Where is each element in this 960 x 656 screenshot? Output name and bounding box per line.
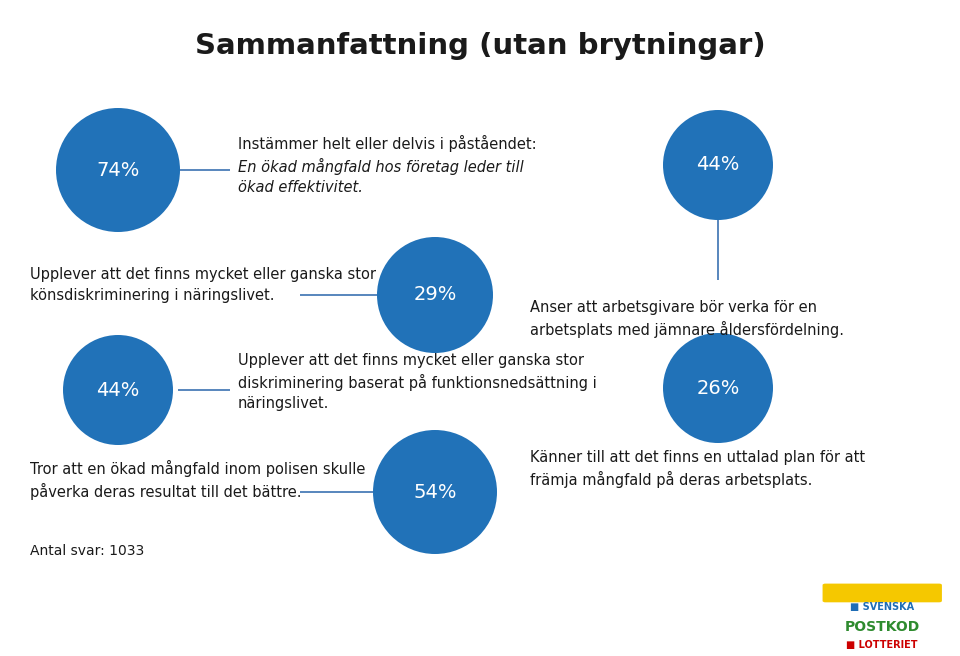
- Text: 26%: 26%: [696, 379, 740, 398]
- FancyBboxPatch shape: [823, 584, 942, 602]
- Text: 44%: 44%: [96, 380, 140, 400]
- Ellipse shape: [63, 335, 173, 445]
- Text: Antal svar: 1033: Antal svar: 1033: [30, 544, 144, 558]
- Text: POSTKOD: POSTKOD: [845, 620, 920, 634]
- Text: En ökad mångfald hos företag leder till
ökad effektivitet.: En ökad mångfald hos företag leder till …: [238, 158, 524, 195]
- Text: För en bättre värld: För en bättre värld: [24, 607, 305, 632]
- FancyBboxPatch shape: [805, 578, 959, 655]
- Text: 54%: 54%: [413, 483, 457, 501]
- Ellipse shape: [377, 237, 493, 353]
- Text: Anser att arbetsgivare bör verka för en
arbetsplats med jämnare åldersfördelning: Anser att arbetsgivare bör verka för en …: [530, 300, 844, 338]
- Text: 74%: 74%: [96, 161, 140, 180]
- Ellipse shape: [663, 333, 773, 443]
- Ellipse shape: [56, 108, 180, 232]
- Text: ■ SVENSKA: ■ SVENSKA: [851, 602, 914, 612]
- Text: Tror att en ökad mångfald inom polisen skulle
påverka deras resultat till det bä: Tror att en ökad mångfald inom polisen s…: [30, 460, 366, 500]
- Ellipse shape: [373, 430, 497, 554]
- Text: 44%: 44%: [696, 155, 740, 174]
- Text: 29%: 29%: [414, 285, 457, 304]
- Text: Sammanfattning (utan brytningar): Sammanfattning (utan brytningar): [195, 32, 765, 60]
- Text: Upplever att det finns mycket eller ganska stor
diskriminering baserat på funkti: Upplever att det finns mycket eller gans…: [238, 353, 597, 411]
- Text: ■ LOTTERIET: ■ LOTTERIET: [847, 640, 918, 649]
- Text: Instämmer helt eller delvis i påståendet:: Instämmer helt eller delvis i påståendet…: [238, 135, 537, 152]
- Text: Upplever att det finns mycket eller ganska stor
könsdiskriminering i näringslive: Upplever att det finns mycket eller gans…: [30, 267, 376, 302]
- Ellipse shape: [663, 110, 773, 220]
- Text: Känner till att det finns en uttalad plan för att
främja mångfald på deras arbet: Känner till att det finns en uttalad pla…: [530, 450, 865, 488]
